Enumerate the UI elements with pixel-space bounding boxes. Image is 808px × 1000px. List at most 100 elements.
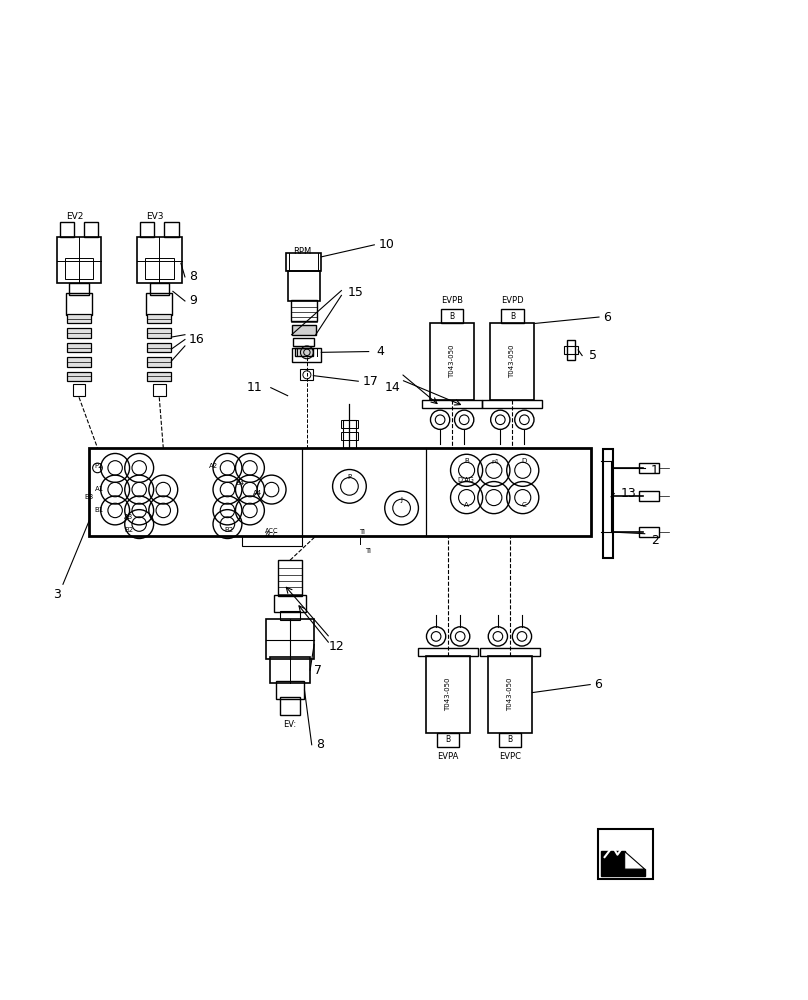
Bar — [295, 348, 313, 356]
Polygon shape — [601, 851, 645, 876]
Bar — [639, 527, 659, 537]
Text: 8: 8 — [189, 270, 197, 283]
Bar — [146, 293, 172, 315]
Bar — [341, 420, 358, 428]
Bar — [69, 283, 89, 295]
Text: T043-050: T043-050 — [445, 678, 451, 711]
Bar — [343, 420, 356, 448]
Text: B4: B4 — [235, 480, 244, 486]
Bar — [598, 829, 653, 879]
Bar — [291, 300, 317, 321]
Text: B: B — [510, 312, 515, 321]
Bar — [639, 491, 659, 501]
Text: 7: 7 — [314, 664, 322, 677]
Text: B: B — [465, 458, 469, 464]
Bar — [564, 346, 579, 354]
Bar — [490, 323, 534, 400]
Bar — [639, 463, 659, 473]
Bar — [422, 400, 482, 408]
Text: A2: A2 — [209, 463, 218, 469]
Bar — [266, 619, 314, 659]
Text: p1: p1 — [491, 459, 499, 464]
Text: 11: 11 — [247, 381, 263, 394]
Bar — [286, 253, 322, 271]
Bar — [437, 733, 460, 747]
Text: A1: A1 — [95, 486, 103, 492]
Bar — [276, 681, 305, 699]
Bar — [65, 258, 94, 279]
Bar — [288, 271, 320, 301]
Text: EVPA: EVPA — [437, 752, 459, 761]
Bar — [480, 648, 540, 656]
Bar — [280, 611, 300, 620]
Text: 10: 10 — [378, 238, 394, 251]
Text: T043-050: T043-050 — [509, 345, 516, 378]
Text: Ti: Ti — [365, 548, 371, 554]
Bar — [441, 309, 463, 323]
Text: ACC: ACC — [265, 528, 279, 534]
Text: EV:: EV: — [284, 720, 297, 729]
Text: B: B — [507, 735, 512, 744]
Bar — [147, 372, 171, 381]
Text: EVPB: EVPB — [441, 296, 463, 305]
Bar — [57, 237, 102, 283]
Bar — [293, 338, 314, 346]
Text: Ti: Ti — [360, 529, 365, 535]
Text: P: P — [347, 474, 351, 480]
Bar — [147, 314, 171, 323]
Text: EVPD: EVPD — [501, 296, 524, 305]
Bar — [499, 733, 521, 747]
Bar — [84, 222, 99, 237]
Bar — [140, 222, 154, 237]
Text: 15: 15 — [347, 286, 364, 299]
Text: EV3: EV3 — [146, 212, 164, 221]
Bar — [270, 657, 310, 683]
Text: 3: 3 — [53, 588, 61, 601]
Bar — [147, 328, 171, 338]
Text: 5: 5 — [588, 349, 596, 362]
Bar — [137, 237, 182, 283]
Text: B2: B2 — [124, 527, 133, 533]
Bar — [301, 369, 314, 380]
Text: D: D — [521, 458, 526, 464]
Bar — [430, 323, 474, 400]
Bar — [242, 536, 302, 546]
Text: 16: 16 — [189, 333, 204, 346]
Polygon shape — [625, 851, 645, 869]
Text: 4: 4 — [377, 345, 385, 358]
Bar — [147, 357, 171, 367]
Text: 14: 14 — [385, 381, 401, 394]
Text: B: B — [449, 312, 455, 321]
Bar — [567, 340, 575, 360]
Text: T043-050: T043-050 — [507, 678, 513, 711]
Text: 17: 17 — [362, 375, 378, 388]
Bar — [66, 293, 92, 315]
Text: 1: 1 — [651, 464, 659, 477]
Bar — [73, 384, 86, 396]
Text: 2: 2 — [651, 534, 659, 547]
Bar — [426, 656, 470, 733]
Text: EVPC: EVPC — [499, 752, 521, 761]
Text: A: A — [465, 502, 469, 508]
Text: 12: 12 — [329, 640, 344, 653]
Bar — [67, 328, 91, 338]
Text: T043-050: T043-050 — [449, 345, 455, 378]
Text: ACC: ACC — [265, 532, 279, 538]
Bar — [341, 432, 358, 440]
Text: 6: 6 — [603, 311, 611, 324]
Text: D:AG: D:AG — [457, 477, 474, 483]
Text: A3: A3 — [124, 514, 133, 520]
Bar — [149, 283, 169, 295]
Text: C: C — [521, 502, 526, 508]
Bar — [292, 325, 316, 335]
Bar — [280, 697, 300, 715]
Bar — [60, 222, 74, 237]
Bar — [274, 595, 306, 612]
Bar — [67, 343, 91, 352]
Text: 9: 9 — [189, 294, 197, 307]
Bar — [67, 357, 91, 367]
Bar — [147, 343, 171, 352]
Bar — [67, 372, 91, 381]
Bar — [418, 648, 478, 656]
Bar — [482, 400, 542, 408]
